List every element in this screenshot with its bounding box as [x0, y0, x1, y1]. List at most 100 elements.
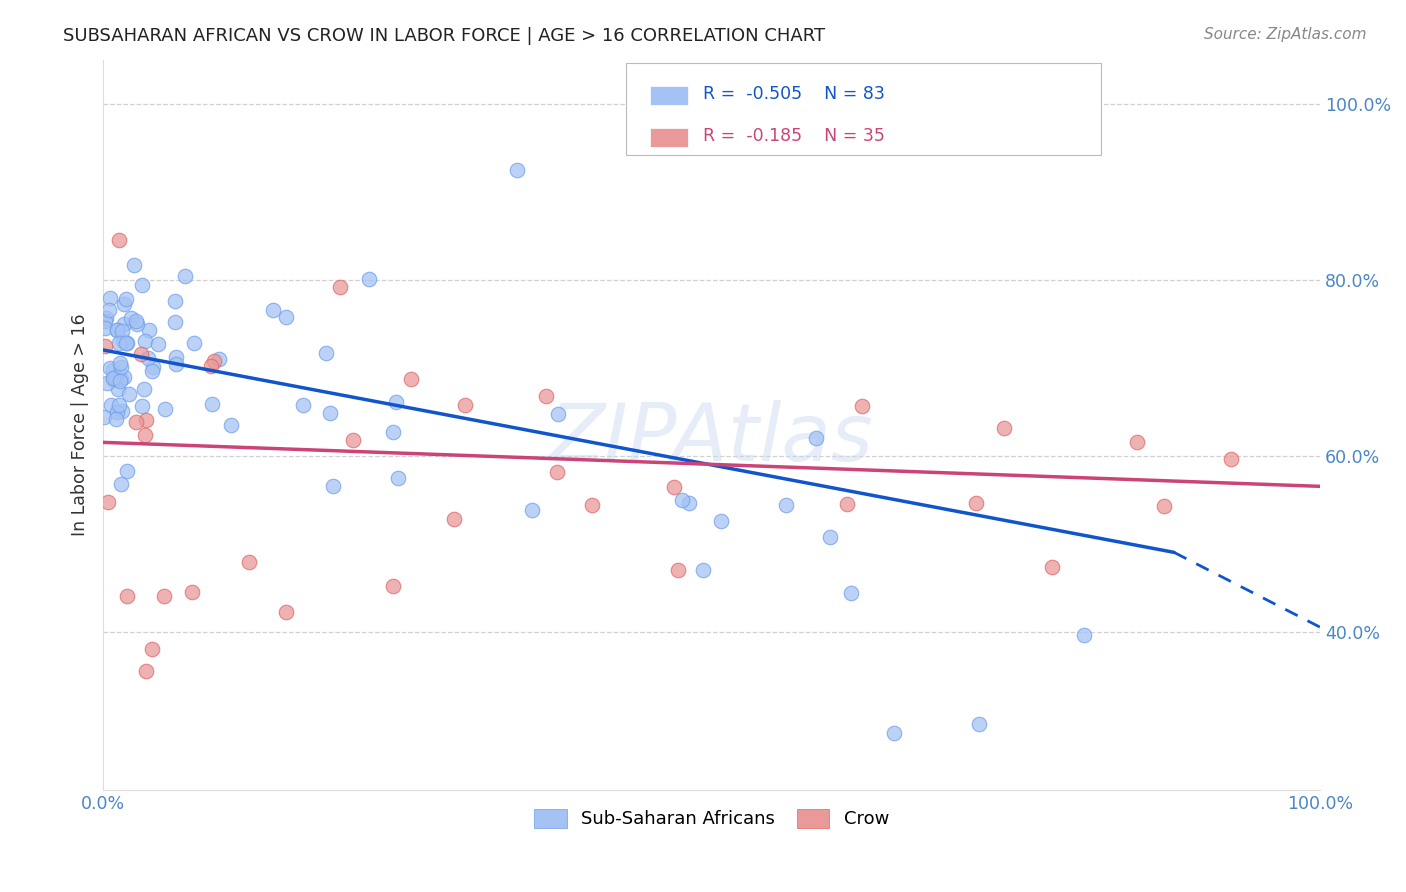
Point: [111, 334, 134, 348]
Point: [315, 345, 337, 359]
Point: [993, 421, 1015, 435]
Point: [105, 323, 128, 337]
Point: [110, 359, 132, 374]
Point: [357, 272, 380, 286]
Point: [108, 398, 131, 412]
Point: [136, 351, 159, 366]
Point: [274, 310, 297, 325]
Point: [117, 590, 139, 604]
Point: [835, 497, 858, 511]
Point: [104, 370, 127, 384]
Point: [135, 664, 157, 678]
Point: [581, 499, 603, 513]
Point: [883, 725, 905, 739]
Point: [775, 499, 797, 513]
Point: [138, 323, 160, 337]
Point: [329, 280, 352, 294]
Point: [114, 336, 136, 351]
Point: [181, 585, 204, 599]
Point: [131, 399, 153, 413]
Point: [129, 346, 152, 360]
Point: [219, 418, 242, 433]
Point: [117, 464, 139, 478]
Point: [108, 374, 131, 388]
Point: [1040, 559, 1063, 574]
Legend: Sub-Saharan Africans, Crow: Sub-Saharan Africans, Crow: [527, 802, 896, 836]
Point: [965, 495, 987, 509]
Point: [453, 398, 475, 412]
Point: [97, 495, 120, 509]
Point: [111, 324, 134, 338]
Point: [125, 317, 148, 331]
Point: [710, 514, 733, 528]
Point: [666, 563, 689, 577]
FancyBboxPatch shape: [650, 86, 689, 105]
Point: [201, 397, 224, 411]
Point: [506, 162, 529, 177]
Point: [96, 376, 118, 391]
Point: [94, 310, 117, 325]
Point: [120, 310, 142, 325]
Point: [112, 370, 135, 384]
Point: [94, 314, 117, 328]
Text: ZIPAtlas: ZIPAtlas: [550, 401, 873, 478]
Point: [134, 427, 156, 442]
Point: [94, 321, 117, 335]
Point: [103, 372, 125, 386]
Point: [105, 405, 128, 419]
Point: [101, 363, 124, 377]
Point: [100, 291, 122, 305]
Point: [155, 402, 177, 417]
Point: [839, 586, 862, 600]
FancyBboxPatch shape: [650, 128, 689, 147]
Point: [165, 350, 187, 364]
Text: R =  -0.185    N = 35: R = -0.185 N = 35: [703, 127, 884, 145]
Y-axis label: In Labor Force | Age > 16: In Labor Force | Age > 16: [72, 313, 89, 536]
Point: [969, 717, 991, 731]
Point: [536, 389, 558, 403]
Point: [387, 471, 409, 485]
Point: [141, 642, 163, 657]
Point: [806, 431, 828, 445]
Point: [124, 415, 146, 429]
Point: [851, 399, 873, 413]
Point: [108, 355, 131, 369]
Point: [1126, 435, 1149, 450]
Point: [678, 495, 700, 509]
Point: [100, 398, 122, 412]
Point: [98, 302, 121, 317]
Point: [105, 323, 128, 337]
Point: [131, 277, 153, 292]
Point: [165, 315, 187, 329]
Point: [381, 579, 404, 593]
Point: [238, 555, 260, 569]
Point: [692, 563, 714, 577]
Point: [125, 314, 148, 328]
Point: [200, 359, 222, 373]
Point: [112, 297, 135, 311]
Point: [818, 530, 841, 544]
Point: [110, 477, 132, 491]
Point: [1073, 627, 1095, 641]
Point: [292, 398, 315, 412]
Point: [105, 412, 128, 426]
Point: [114, 292, 136, 306]
Point: [322, 479, 344, 493]
Text: SUBSAHARAN AFRICAN VS CROW IN LABOR FORCE | AGE > 16 CORRELATION CHART: SUBSAHARAN AFRICAN VS CROW IN LABOR FORC…: [63, 27, 825, 45]
Text: R =  -0.505    N = 83: R = -0.505 N = 83: [703, 85, 884, 103]
Point: [399, 372, 422, 386]
Point: [202, 353, 225, 368]
Point: [547, 407, 569, 421]
Text: Source: ZipAtlas.com: Source: ZipAtlas.com: [1204, 27, 1367, 42]
Point: [546, 466, 568, 480]
Point: [134, 382, 156, 396]
Point: [148, 337, 170, 351]
FancyBboxPatch shape: [627, 63, 1101, 154]
Point: [173, 268, 195, 283]
Point: [165, 293, 187, 308]
Point: [1220, 452, 1243, 467]
Point: [671, 493, 693, 508]
Point: [382, 425, 405, 439]
Point: [208, 352, 231, 367]
Point: [141, 364, 163, 378]
